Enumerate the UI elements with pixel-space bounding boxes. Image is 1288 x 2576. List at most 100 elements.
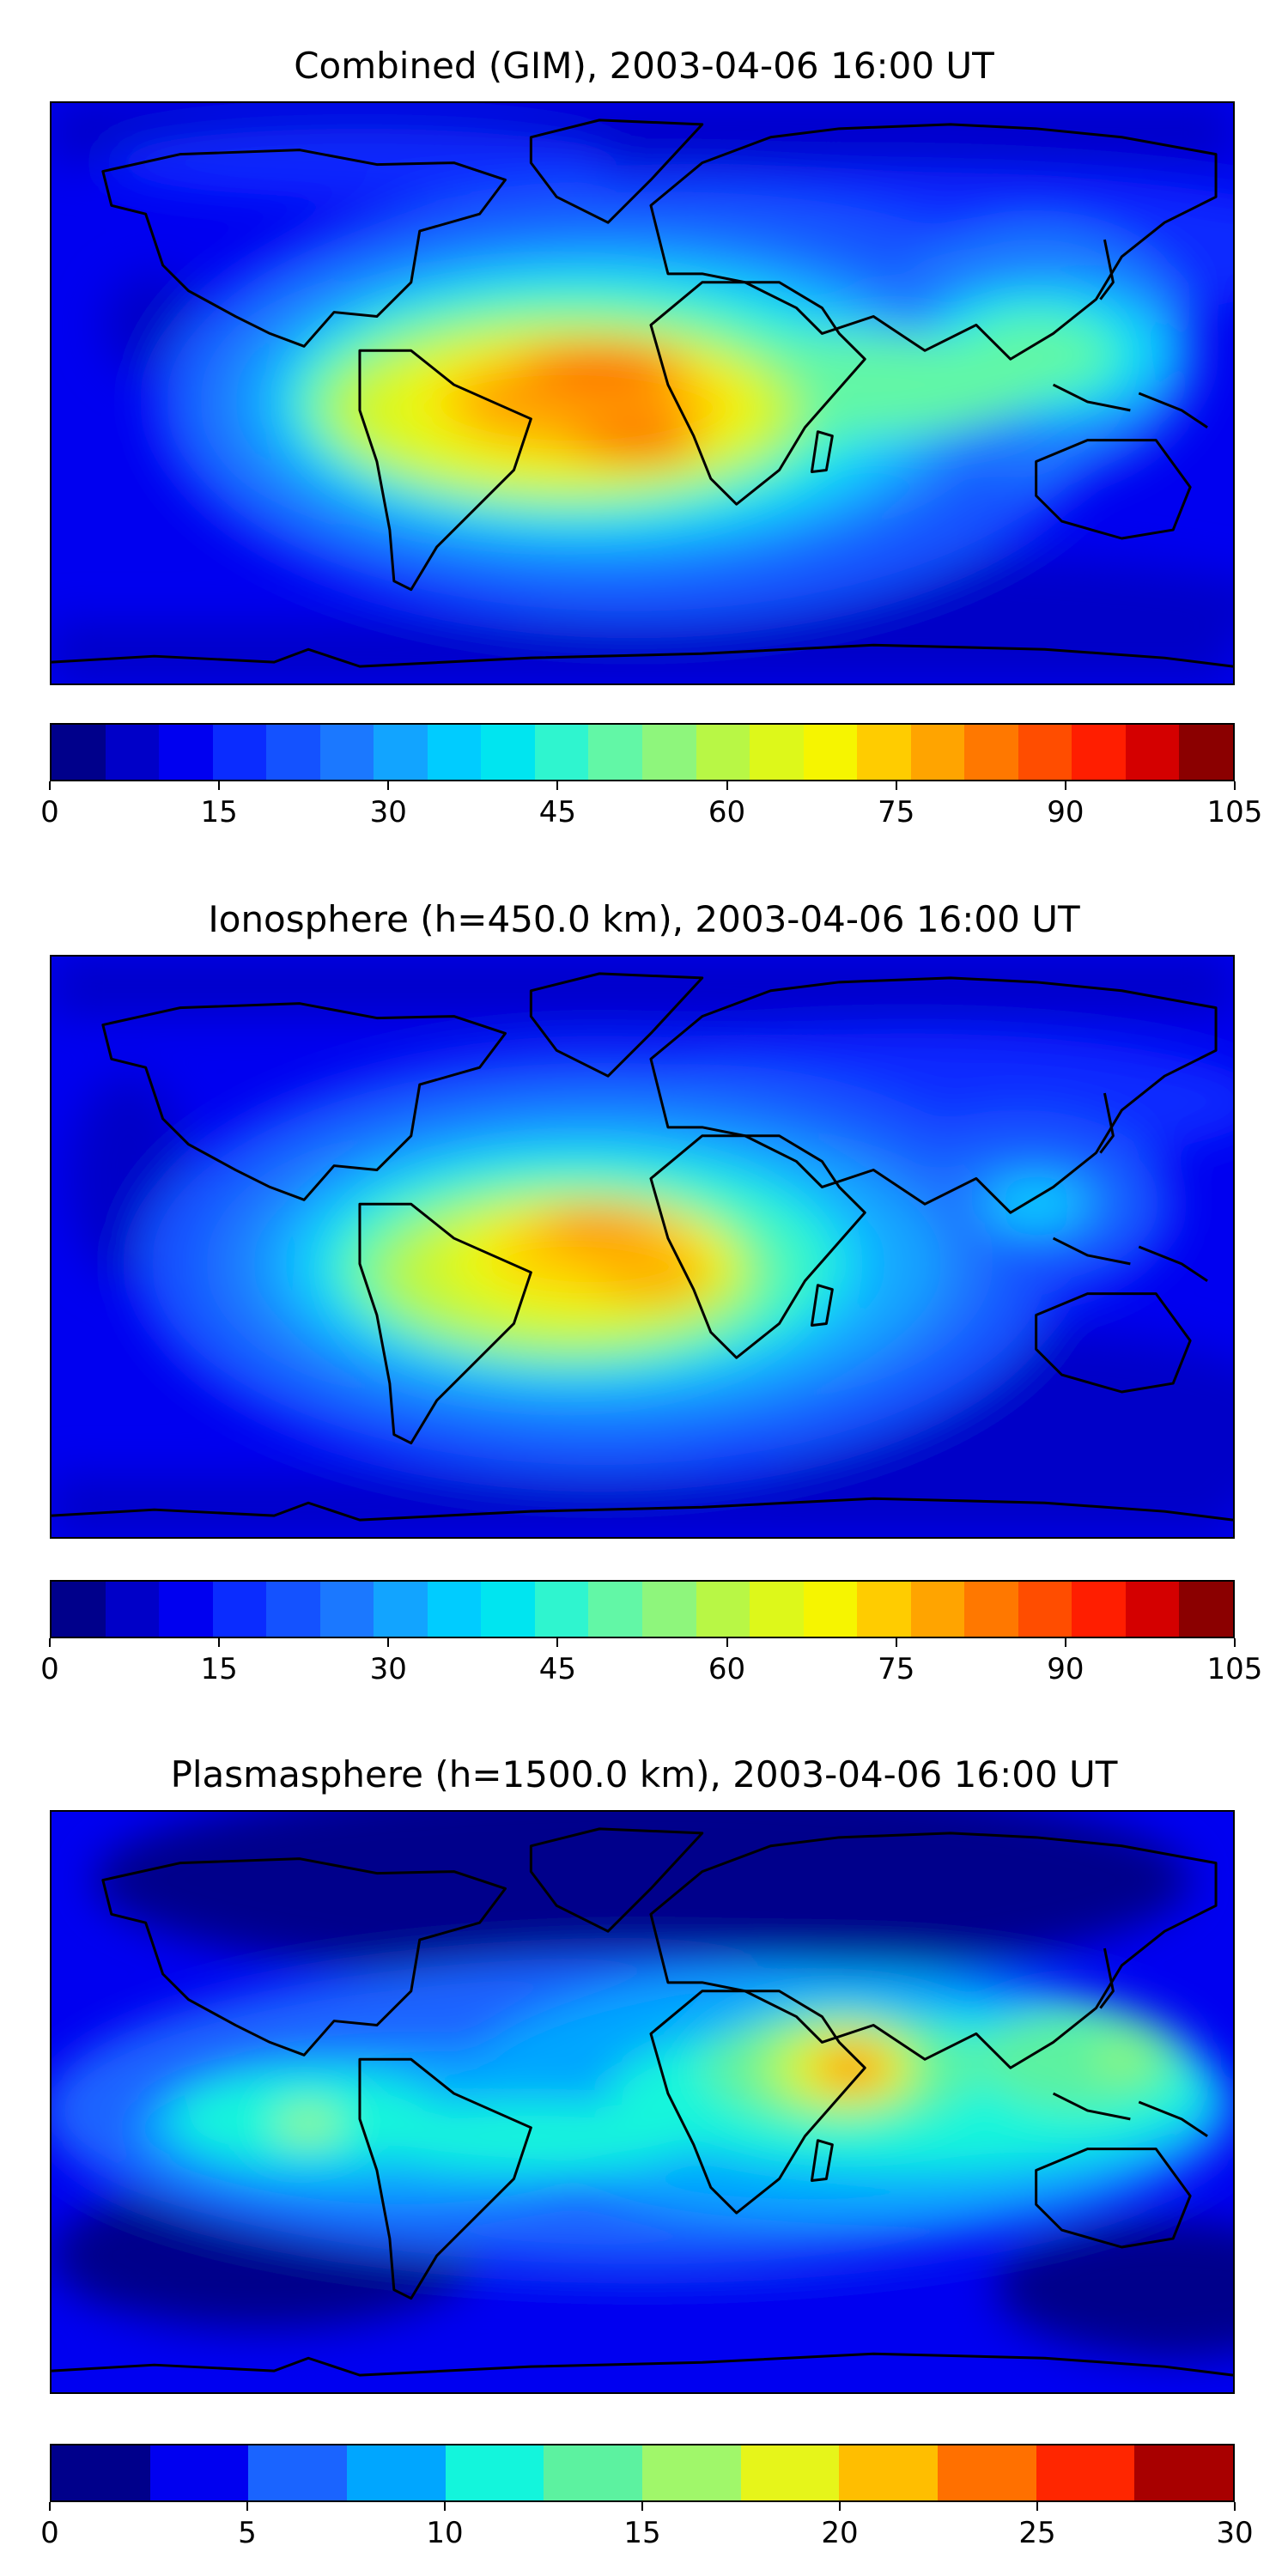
colorbar-tick-label: 30 bbox=[1216, 2516, 1254, 2550]
colorbar-segment bbox=[1179, 1582, 1233, 1637]
colorbar-segment bbox=[803, 725, 858, 780]
colorbar-tick-label: 60 bbox=[708, 1652, 746, 1686]
colorbar-segment bbox=[159, 725, 213, 780]
map-title-plasmasphere: Plasmasphere (h=1500.0 km), 2003-04-06 1… bbox=[170, 1753, 1118, 1795]
colorbar-tick bbox=[49, 1638, 51, 1647]
colorbar-segment bbox=[427, 725, 482, 780]
colorbar-tick-label: 75 bbox=[878, 1652, 915, 1686]
colorbar-segment bbox=[52, 725, 106, 780]
colorbar-tick bbox=[641, 2502, 643, 2511]
colorbar-segment bbox=[149, 2445, 249, 2500]
colorbar-segment bbox=[750, 725, 804, 780]
colorbar-segment bbox=[839, 2445, 939, 2500]
map-title-combined: Combined (GIM), 2003-04-06 16:00 UT bbox=[294, 45, 994, 87]
colorbar-tick bbox=[444, 2502, 446, 2511]
colorbar-tick bbox=[726, 781, 728, 790]
colorbar-segment bbox=[1179, 725, 1233, 780]
colorbar-tick bbox=[726, 1638, 728, 1647]
colorbar-segment bbox=[1125, 725, 1180, 780]
colorbar-tick-label: 105 bbox=[1206, 1652, 1263, 1686]
colorbar-segment bbox=[964, 1582, 1018, 1637]
map-plasmasphere bbox=[50, 1810, 1235, 2394]
map-ionosphere bbox=[50, 955, 1235, 1539]
colorbar-tick bbox=[1064, 781, 1066, 790]
colorbar-segment bbox=[1072, 1582, 1126, 1637]
colorbar-segment bbox=[803, 1582, 858, 1637]
colorbar-tick-label: 15 bbox=[200, 795, 238, 829]
colorbar-segment bbox=[266, 725, 320, 780]
colorbar-tick-label: 0 bbox=[40, 2516, 59, 2550]
colorbar-tick-label: 60 bbox=[708, 795, 746, 829]
colorbar-segment bbox=[642, 725, 696, 780]
colorbar-tick-label: 45 bbox=[538, 795, 577, 829]
colorbar-tick-label: 75 bbox=[878, 795, 915, 829]
colorbar-segment bbox=[857, 1582, 911, 1637]
colorbar-combined bbox=[50, 723, 1235, 781]
map-combined-gim bbox=[50, 101, 1235, 685]
colorbar-segment bbox=[52, 2445, 150, 2500]
colorbar-tick-label: 90 bbox=[1047, 795, 1084, 829]
colorbar-tick bbox=[387, 781, 390, 790]
colorbar-tick bbox=[556, 781, 559, 790]
colorbar-tick-label: 30 bbox=[369, 795, 407, 829]
colorbar-segment bbox=[248, 2445, 348, 2500]
colorbar-segment bbox=[1018, 1582, 1072, 1637]
colorbar-tick-label: 10 bbox=[426, 2516, 464, 2550]
colorbar-ionosphere bbox=[50, 1580, 1235, 1638]
colorbar-segment bbox=[319, 725, 374, 780]
colorbar-ticks-plasmasphere: 0 5 10 15 20 25 30 bbox=[40, 2502, 1254, 2554]
colorbar-segment bbox=[750, 1582, 804, 1637]
colorbar-tick bbox=[49, 781, 51, 790]
colorbar-tick-label: 105 bbox=[1206, 795, 1263, 829]
colorbar-segment bbox=[52, 1582, 106, 1637]
colorbar-ticks-ionosphere: 0 15 30 45 60 75 90 105 bbox=[40, 1638, 1262, 1690]
colorbar-segment bbox=[938, 2445, 1036, 2500]
colorbar-segment bbox=[534, 725, 589, 780]
colorbar-tick bbox=[1064, 1638, 1066, 1647]
colorbar-ticks-combined: 0 15 30 45 60 75 90 105 bbox=[40, 781, 1262, 833]
colorbar-tick-label: 25 bbox=[1018, 2516, 1056, 2550]
colorbar-segment bbox=[445, 2445, 544, 2500]
colorbar-plasmasphere bbox=[50, 2444, 1235, 2502]
colorbar-tick-label: 45 bbox=[538, 1652, 577, 1686]
colorbar-tick bbox=[49, 2502, 51, 2511]
colorbar-tick-label: 20 bbox=[821, 2516, 859, 2550]
colorbar-segment bbox=[696, 1582, 750, 1637]
colorbar-tick-label: 15 bbox=[200, 1652, 238, 1686]
colorbar-segment bbox=[347, 2445, 446, 2500]
colorbar-tick bbox=[839, 2502, 841, 2511]
colorbar-segment bbox=[857, 725, 911, 780]
colorbar-segment bbox=[910, 1582, 965, 1637]
colorbar-segment bbox=[105, 1582, 160, 1637]
colorbar-segment bbox=[374, 1582, 428, 1637]
colorbar-tick bbox=[895, 1638, 897, 1647]
colorbar-tick bbox=[895, 781, 897, 790]
colorbar-segment bbox=[964, 725, 1018, 780]
colorbar-tick bbox=[218, 781, 221, 790]
colorbar-tick bbox=[1036, 2502, 1038, 2511]
colorbar-segment bbox=[159, 1582, 213, 1637]
colorbar-segment bbox=[910, 725, 965, 780]
colorbar-segment bbox=[1125, 1582, 1180, 1637]
colorbar-tick-label: 90 bbox=[1047, 1652, 1084, 1686]
colorbar-tick bbox=[387, 1638, 390, 1647]
map-title-ionosphere: Ionosphere (h=450.0 km), 2003-04-06 16:0… bbox=[208, 898, 1080, 940]
colorbar-segment bbox=[427, 1582, 482, 1637]
colorbar-tick bbox=[1234, 1638, 1236, 1647]
colorbar-tick bbox=[556, 1638, 559, 1647]
colorbar-segment bbox=[1072, 725, 1126, 780]
colorbar-tick-label: 0 bbox=[40, 1652, 59, 1686]
colorbar-segment bbox=[212, 1582, 267, 1637]
colorbar-segment bbox=[534, 1582, 589, 1637]
colorbar-segment bbox=[105, 725, 160, 780]
colorbar-tick bbox=[246, 2502, 248, 2511]
colorbar-tick-label: 15 bbox=[623, 2516, 661, 2550]
colorbar-segment bbox=[740, 2445, 840, 2500]
colorbar-segment bbox=[544, 2445, 643, 2500]
colorbar-tick-label: 0 bbox=[40, 795, 59, 829]
colorbar-segment bbox=[642, 2445, 741, 2500]
colorbar-tick bbox=[218, 1638, 221, 1647]
colorbar-tick bbox=[1234, 781, 1236, 790]
colorbar-tick-label: 5 bbox=[238, 2516, 257, 2550]
colorbar-segment bbox=[481, 725, 535, 780]
